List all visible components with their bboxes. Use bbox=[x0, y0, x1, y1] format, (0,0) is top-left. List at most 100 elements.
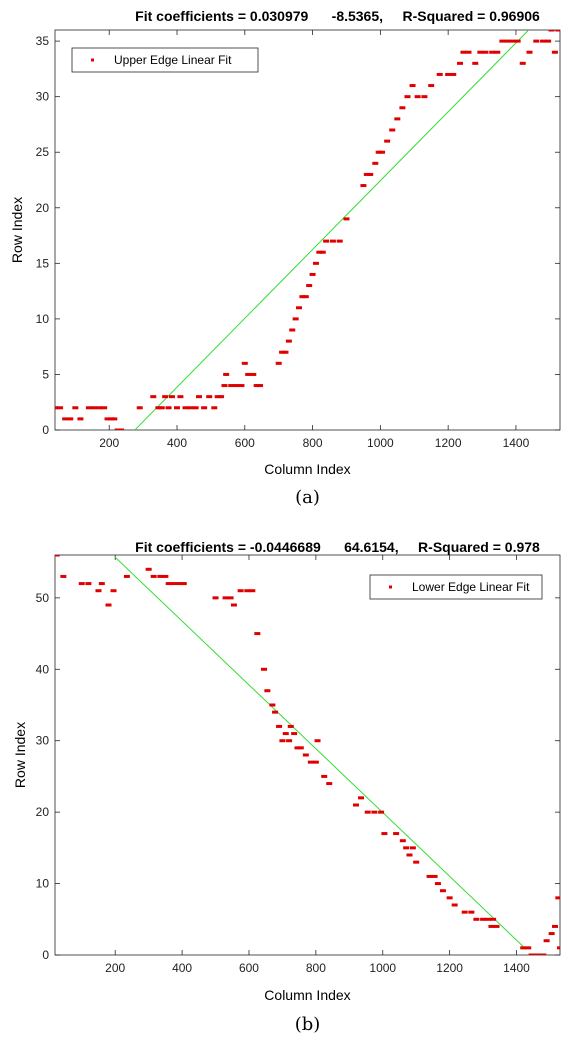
data-point bbox=[196, 395, 203, 399]
y-tick-label: 10 bbox=[36, 877, 50, 891]
data-point bbox=[228, 384, 235, 388]
data-point bbox=[450, 72, 457, 76]
y-tick-label: 40 bbox=[36, 662, 50, 676]
chart-panel-a: 200 400 600 800 1000 1200 1400 0 5 10 15 20 25 30 35 Fi… bbox=[9, 8, 561, 508]
data-point bbox=[201, 406, 208, 410]
data-point bbox=[269, 703, 276, 707]
data-point bbox=[557, 946, 560, 950]
data-point bbox=[249, 589, 256, 593]
data-point bbox=[548, 30, 555, 32]
data-point bbox=[472, 61, 479, 65]
x-tick-label: 1200 bbox=[435, 436, 462, 450]
data-point bbox=[223, 372, 230, 376]
data-point bbox=[168, 395, 175, 399]
y-tick-label: 0 bbox=[42, 423, 49, 437]
data-point bbox=[457, 61, 464, 65]
data-point bbox=[540, 953, 547, 955]
data-point bbox=[533, 39, 540, 43]
data-point bbox=[389, 128, 396, 132]
data-point bbox=[525, 946, 532, 950]
y-tick-label: 25 bbox=[36, 145, 50, 159]
data-point bbox=[381, 832, 388, 836]
data-point bbox=[104, 417, 111, 421]
data-point bbox=[254, 632, 261, 636]
fit-line bbox=[114, 556, 526, 949]
figure-caption: (b) bbox=[295, 1014, 321, 1035]
data-point bbox=[174, 406, 181, 410]
data-point bbox=[241, 361, 248, 365]
x-tick-label: 400 bbox=[172, 961, 192, 975]
data-point bbox=[480, 917, 487, 921]
data-point bbox=[302, 753, 309, 757]
data-point bbox=[279, 350, 286, 354]
data-point bbox=[110, 589, 117, 593]
data-point bbox=[221, 384, 228, 388]
data-point bbox=[352, 803, 359, 807]
data-point bbox=[170, 582, 177, 586]
data-point bbox=[358, 796, 365, 800]
data-point bbox=[314, 739, 321, 743]
y-tick-label: 30 bbox=[36, 90, 50, 104]
x-tick-label: 600 bbox=[239, 961, 259, 975]
data-point bbox=[257, 384, 264, 388]
data-point bbox=[431, 874, 438, 878]
data-point bbox=[485, 917, 492, 921]
data-point bbox=[162, 574, 169, 578]
x-tick-label: 400 bbox=[167, 436, 187, 450]
data-point bbox=[309, 272, 316, 276]
data-point bbox=[95, 589, 102, 593]
data-point bbox=[291, 732, 298, 736]
data-point bbox=[439, 889, 446, 893]
data-point bbox=[319, 250, 326, 254]
data-point bbox=[514, 39, 521, 43]
data-point bbox=[555, 30, 560, 32]
data-point bbox=[282, 350, 289, 354]
data-point bbox=[165, 582, 172, 586]
data-point bbox=[414, 95, 421, 99]
data-point bbox=[286, 739, 293, 743]
x-tick-label: 600 bbox=[235, 436, 255, 450]
data-point bbox=[367, 172, 374, 176]
data-point bbox=[244, 589, 251, 593]
x-tick-label: 1400 bbox=[503, 961, 530, 975]
data-point bbox=[289, 328, 296, 332]
data-point bbox=[468, 910, 475, 914]
data-point bbox=[287, 724, 294, 728]
data-point bbox=[107, 417, 114, 421]
y-axis-label: Row Index bbox=[9, 197, 25, 263]
data-point bbox=[543, 939, 550, 943]
data-point bbox=[111, 417, 118, 421]
data-point bbox=[245, 372, 252, 376]
data-point bbox=[118, 428, 125, 430]
data-point bbox=[72, 406, 79, 410]
legend-marker bbox=[389, 585, 392, 589]
data-point bbox=[150, 574, 157, 578]
legend-marker bbox=[91, 58, 94, 62]
data-point bbox=[434, 882, 441, 886]
data-point bbox=[57, 406, 64, 410]
data-point bbox=[406, 853, 413, 857]
data-point bbox=[555, 896, 560, 900]
data-point bbox=[509, 39, 516, 43]
data-point bbox=[504, 39, 511, 43]
data-layer bbox=[55, 30, 560, 430]
data-point bbox=[531, 953, 538, 955]
data-point bbox=[292, 317, 299, 321]
y-tick-label: 20 bbox=[36, 805, 50, 819]
data-point bbox=[482, 50, 489, 54]
data-point bbox=[379, 150, 386, 154]
x-tick-label: 800 bbox=[303, 436, 323, 450]
data-point bbox=[477, 50, 484, 54]
data-point bbox=[493, 924, 500, 928]
data-point bbox=[230, 603, 237, 607]
y-tick-label: 10 bbox=[36, 312, 50, 326]
data-point bbox=[85, 582, 92, 586]
data-point bbox=[520, 946, 527, 950]
data-point bbox=[451, 903, 458, 907]
y-tick-label: 50 bbox=[36, 591, 50, 605]
data-layer bbox=[55, 555, 560, 955]
data-point bbox=[85, 406, 92, 410]
data-point bbox=[180, 582, 187, 586]
y-tick-label: 30 bbox=[36, 734, 50, 748]
data-point bbox=[371, 810, 378, 814]
